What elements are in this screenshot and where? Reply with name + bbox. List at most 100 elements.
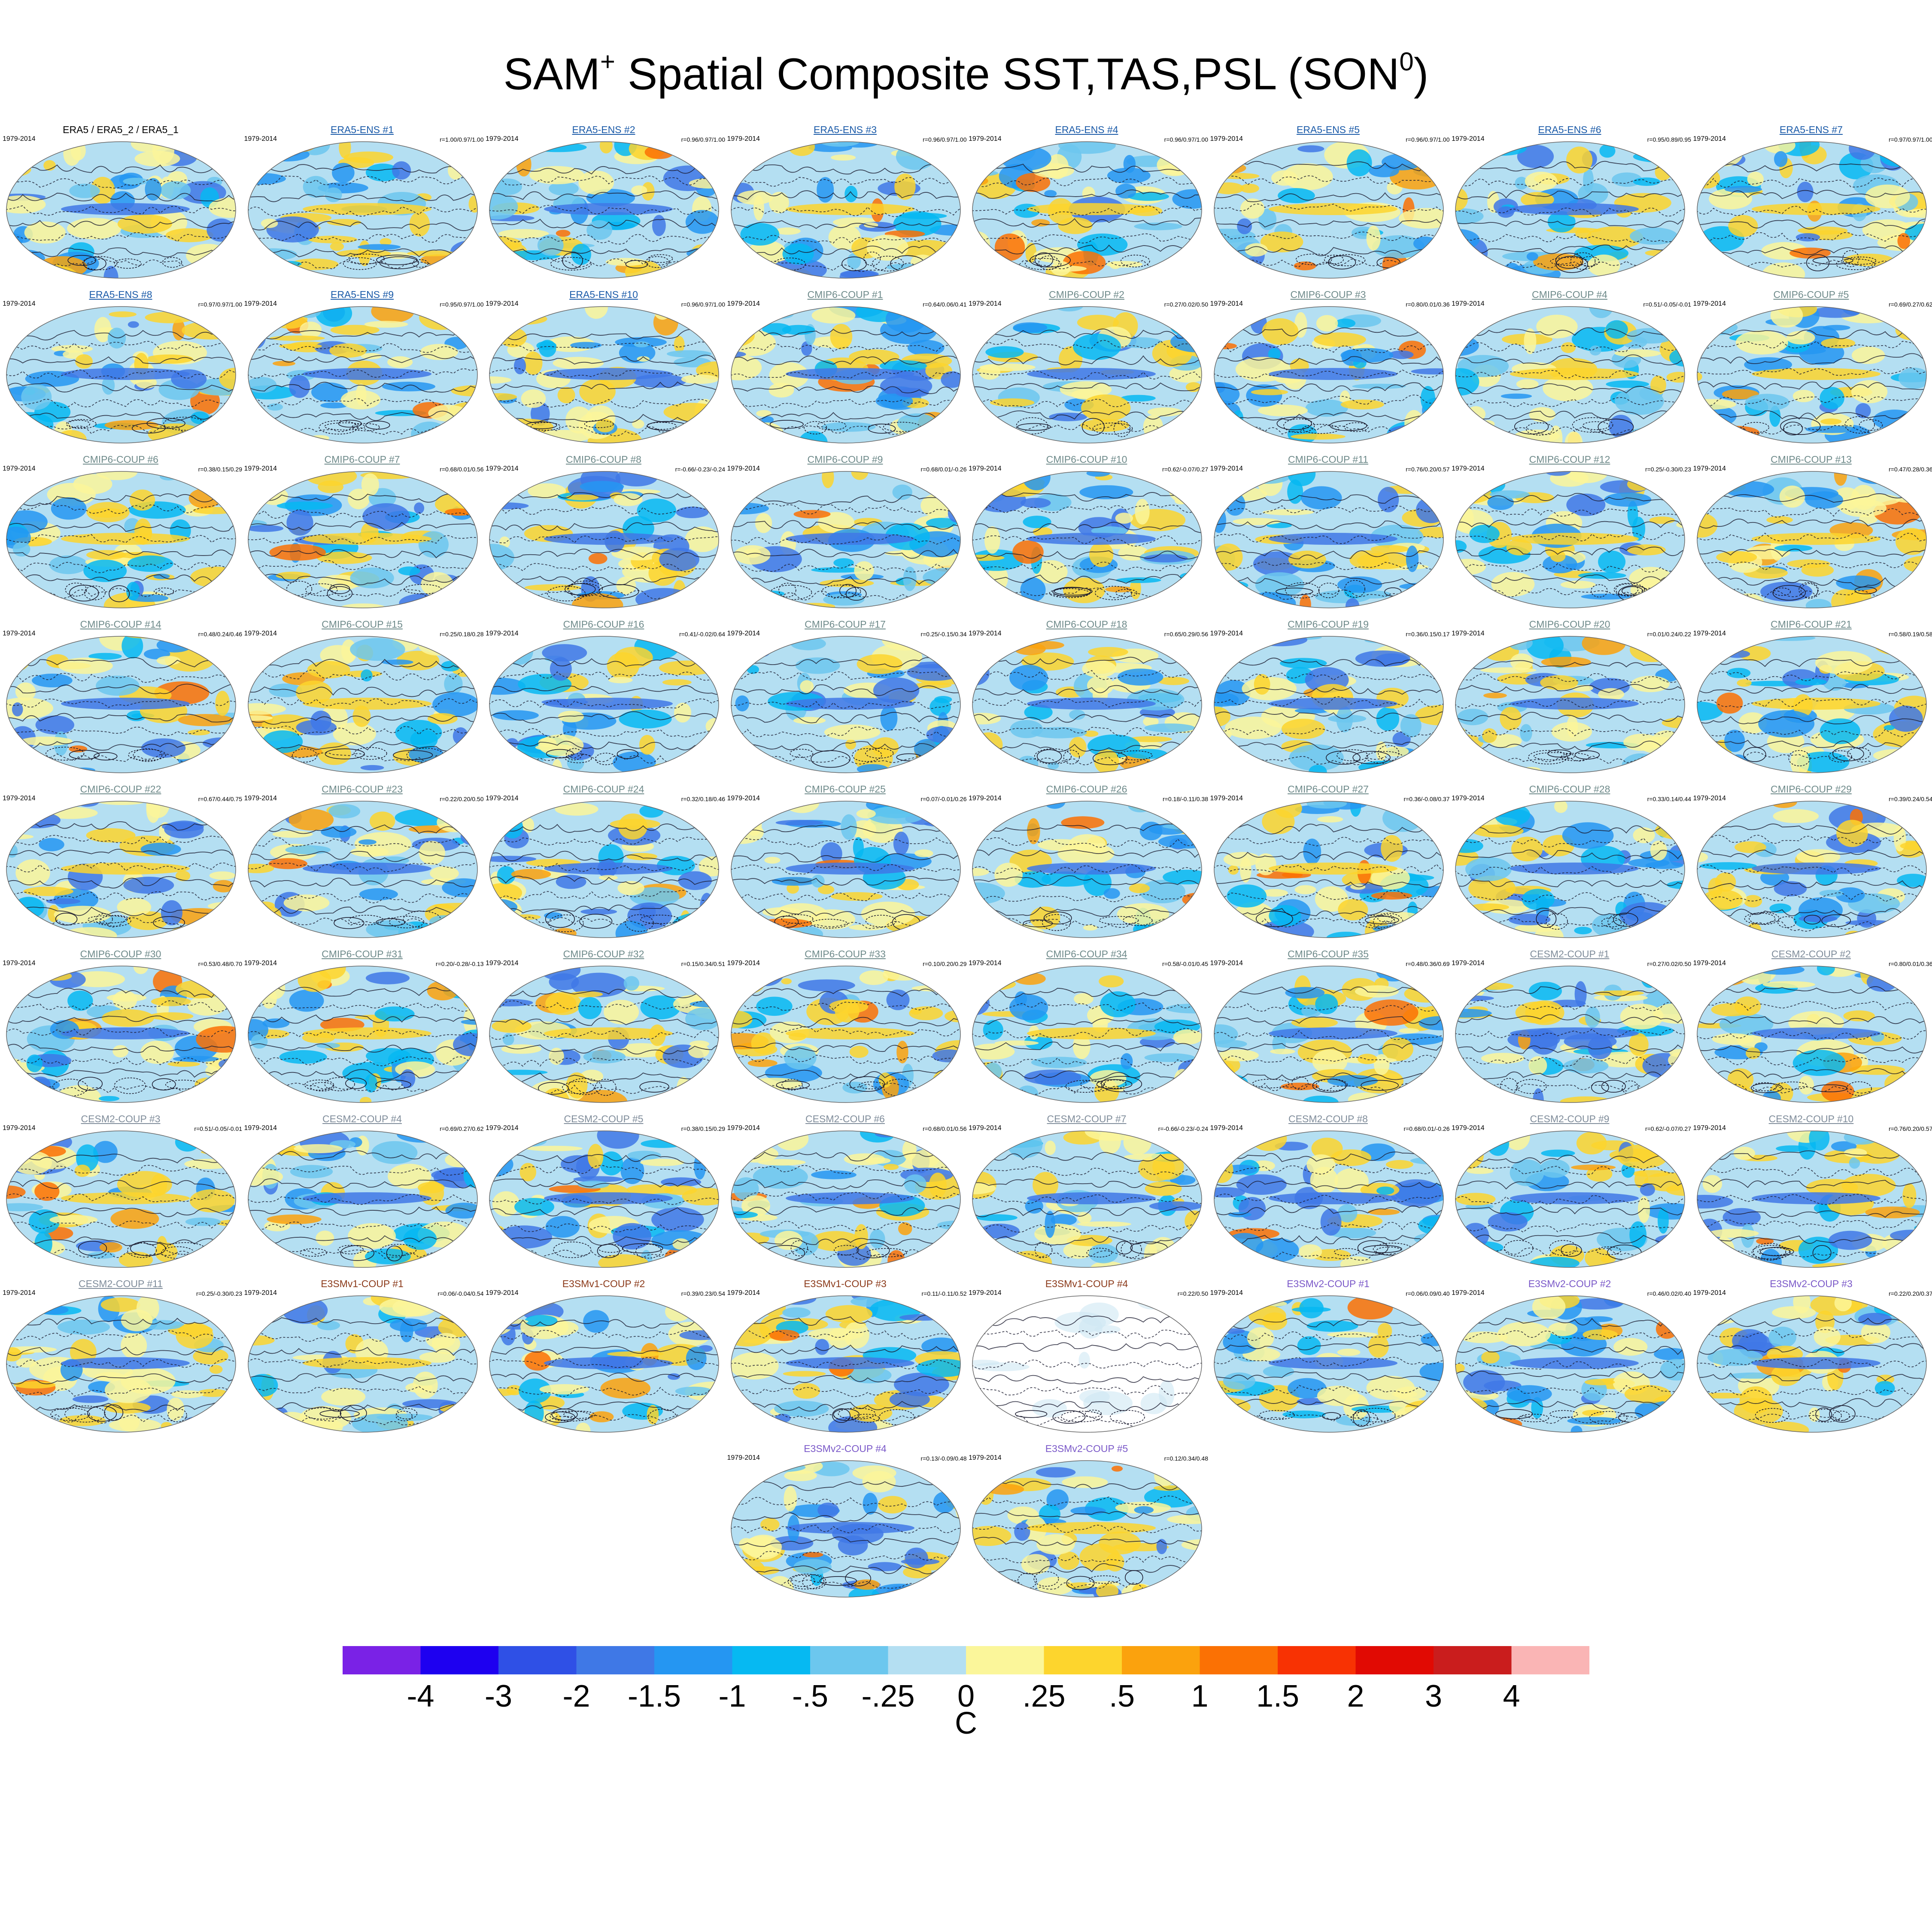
panel-stat: r=0.15/0.34/0.51 [681, 960, 725, 967]
figure-title: SAM+ Spatial Composite SST,TAS,PSL (SON0… [503, 47, 1429, 100]
map-panel: ERA5-ENS #6 1979-2014 r=0.95/0.89/0.95 [1449, 124, 1691, 285]
map-panel: CMIP6-COUP #16 1979-2014 r=0.41/-0.02/0.64 [483, 618, 725, 779]
panel-title: E3SMv2-COUP #2 [1528, 1278, 1611, 1289]
panel-map [972, 1460, 1202, 1598]
panel-map [6, 141, 236, 279]
colorbar-tick-label: 2 [1347, 1679, 1364, 1713]
panel-stat: r=0.38/0.15/0.29 [198, 466, 242, 473]
map-panel: CESM2-COUP #6 1979-2014 r=0.68/0.01/0.56 [725, 1113, 967, 1274]
panel-period: 1979-2014 [244, 960, 277, 967]
panel-title: ERA5-ENS #1 [330, 124, 394, 135]
colorbar-tick-label: -4 [407, 1679, 434, 1713]
panel-stat: r=0.39/0.23/0.54 [681, 1290, 725, 1297]
panel-period: 1979-2014 [1452, 1124, 1485, 1132]
panel-map [6, 801, 236, 938]
panel-stat: r=0.53/0.48/0.70 [198, 960, 242, 967]
panel-map [972, 801, 1202, 938]
map-panel: CMIP6-COUP #12 1979-2014 r=0.25/-0.30/0.23 [1449, 453, 1691, 614]
map-panel: CMIP6-COUP #21 1979-2014 r=0.58/0.19/0.58 [1691, 618, 1932, 779]
map-panel: E3SMv2-COUP #4 1979-2014 r=0.13/-0.09/0.48 [725, 1443, 967, 1604]
panel-title: E3SMv2-COUP #5 [1045, 1443, 1128, 1454]
map-panel: CMIP6-COUP #24 1979-2014 r=0.32/0.18/0.46 [483, 783, 725, 944]
map-panel: CMIP6-COUP #7 1979-2014 r=0.68/0.01/0.56 [242, 453, 484, 614]
panel-grid: ERA5 / ERA5_2 / ERA5_1 1979-2014 ERA5-ENS … [0, 124, 1932, 1604]
map-panel: CMIP6-COUP #1 1979-2014 r=0.64/0.06/0.41 [725, 289, 967, 450]
panel-stat: r=0.32/0.18/0.46 [681, 796, 725, 802]
map-panel: CMIP6-COUP #28 1979-2014 r=0.33/0.14/0.44 [1449, 783, 1691, 944]
panel-title: CMIP6-COUP #23 [322, 784, 403, 795]
map-panel: CMIP6-COUP #27 1979-2014 r=0.36/-0.08/0.37 [1208, 783, 1450, 944]
map-panel: CMIP6-COUP #5 1979-2014 r=0.69/0.27/0.62 [1691, 289, 1932, 450]
colorbar-tick-label: 1 [1191, 1679, 1208, 1713]
map-panel: CESM2-COUP #9 1979-2014 r=0.62/-0.07/0.27 [1449, 1113, 1691, 1274]
panel-period: 1979-2014 [486, 465, 519, 472]
colorbar-swatch [1434, 1646, 1512, 1674]
map-panel: CESM2-COUP #3 1979-2014 r=0.51/-0.05/-0.01 [0, 1113, 242, 1274]
map-panel: CMIP6-COUP #20 1979-2014 r=0.01/0.24/0.22 [1449, 618, 1691, 779]
panel-map [1455, 636, 1685, 773]
colorbar-tick-label: 4 [1503, 1679, 1520, 1713]
map-panel: E3SMv2-COUP #3 1979-2014 r=0.22/0.20/0.37 [1691, 1278, 1932, 1439]
map-panel: CESM2-COUP #7 1979-2014 r=-0.66/-0.23/-0.2… [966, 1113, 1208, 1274]
panel-map [1455, 1130, 1685, 1268]
map-panel: CESM2-COUP #1 1979-2014 r=0.27/0.02/0.50 [1449, 948, 1691, 1109]
panel-stat: r=0.62/-0.07/0.27 [1645, 1125, 1691, 1132]
map-panel: CMIP6-COUP #13 1979-2014 r=0.47/0.28/0.36 [1691, 453, 1932, 614]
map-panel: CMIP6-COUP #6 1979-2014 r=0.38/0.15/0.29 [0, 453, 242, 614]
colorbar-swatch [810, 1646, 888, 1674]
map-panel: ERA5-ENS #10 1979-2014 r=0.96/0.97/1.00 [483, 289, 725, 450]
panel-period: 1979-2014 [1693, 135, 1726, 143]
panel-period: 1979-2014 [486, 1124, 519, 1132]
panel-map [1696, 1130, 1927, 1268]
panel-period: 1979-2014 [1210, 1124, 1243, 1132]
panel-period: 1979-2014 [969, 465, 1002, 472]
panel-stat: r=0.27/0.02/0.50 [1647, 960, 1691, 967]
map-panel: ERA5-ENS #3 1979-2014 r=0.96/0.97/1.00 [725, 124, 967, 285]
panel-title: CMIP6-COUP #15 [322, 619, 403, 630]
panel-stat: r=0.25/0.18/0.28 [440, 631, 484, 638]
colorbar-swatch [1511, 1646, 1589, 1674]
map-panel: CMIP6-COUP #10 1979-2014 r=0.62/-0.07/0.27 [966, 453, 1208, 614]
colorbar-swatch [1200, 1646, 1278, 1674]
map-panel: ERA5-ENS #7 1979-2014 r=0.97/0.97/1.00 [1691, 124, 1932, 285]
colorbar-swatch [1044, 1646, 1122, 1674]
map-panel: CMIP6-COUP #17 1979-2014 r=0.25/-0.15/0.34 [725, 618, 967, 779]
map-panel: E3SMv1-COUP #1 1979-2014 r=0.06/-0.04/0.54 [242, 1278, 484, 1439]
panel-period: 1979-2014 [244, 630, 277, 637]
panel-stat: r=0.06/0.09/0.40 [1406, 1290, 1450, 1297]
panel-title: CESM2-COUP #10 [1768, 1113, 1854, 1124]
panel-period: 1979-2014 [1210, 300, 1243, 307]
map-panel: CMIP6-COUP #29 1979-2014 r=0.39/0.24/0.54 [1691, 783, 1932, 944]
panel-map [972, 141, 1202, 279]
panel-title: CMIP6-COUP #10 [1046, 454, 1127, 465]
panel-period: 1979-2014 [244, 1124, 277, 1132]
panel-stat: r=0.62/-0.07/0.27 [1162, 466, 1208, 473]
panel-title: CMIP6-COUP #18 [1046, 619, 1127, 630]
panel-period: 1979-2014 [1693, 300, 1726, 307]
panel-title: CMIP6-COUP #3 [1290, 289, 1366, 300]
panel-map [6, 1130, 236, 1268]
panel-stat: r=0.51/-0.05/-0.01 [194, 1125, 242, 1132]
panel-period: 1979-2014 [969, 795, 1002, 802]
panel-period: 1979-2014 [969, 1289, 1002, 1297]
panel-stat: r=0.01/0.24/0.22 [1647, 631, 1691, 638]
panel-map [972, 471, 1202, 608]
panel-period: 1979-2014 [486, 1289, 519, 1297]
panel-map [247, 1295, 478, 1433]
panel-map [1455, 1295, 1685, 1433]
colorbar-tick-label: 3 [1425, 1679, 1442, 1713]
panel-map [1455, 966, 1685, 1103]
panel-period: 1979-2014 [486, 795, 519, 802]
panel-title: CMIP6-COUP #11 [1288, 454, 1369, 465]
panel-map [1455, 471, 1685, 608]
panel-title: CMIP6-COUP #30 [80, 948, 161, 960]
panel-period: 1979-2014 [486, 135, 519, 143]
panel-stat: r=0.51/-0.05/-0.01 [1643, 301, 1691, 308]
colorbar-tick-label: -2 [562, 1679, 590, 1713]
panel-stat: r=0.25/-0.30/0.23 [196, 1290, 242, 1297]
panel-map [1213, 141, 1444, 279]
panel-map [6, 966, 236, 1103]
colorbar-tick-label: -1.5 [628, 1679, 681, 1713]
panel-title: CMIP6-COUP #5 [1773, 289, 1849, 300]
panel-map [1213, 1130, 1444, 1268]
